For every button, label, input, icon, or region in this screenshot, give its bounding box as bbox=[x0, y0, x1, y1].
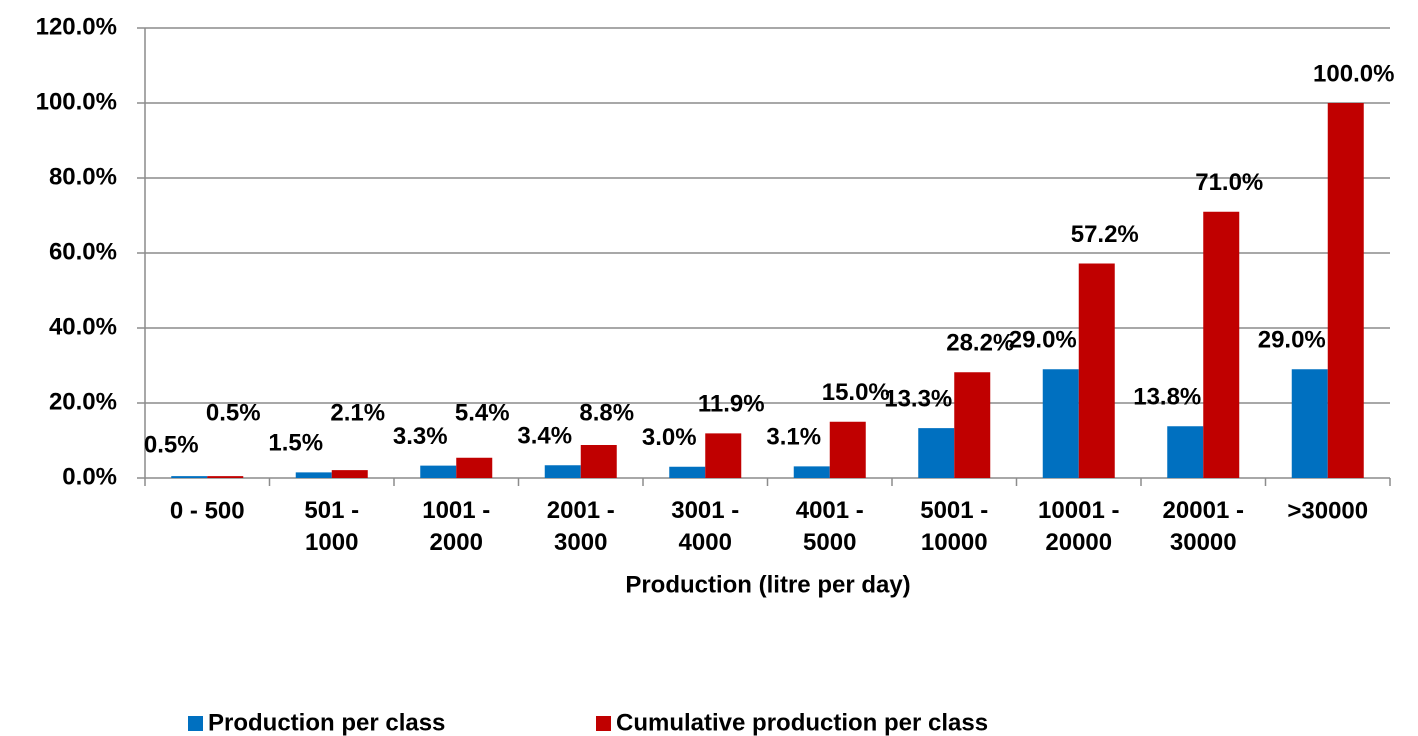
x-tick-line: 3000 bbox=[554, 529, 607, 556]
bar bbox=[793, 466, 830, 478]
x-tick-line: 5000 bbox=[803, 529, 856, 556]
data-label: 1.5% bbox=[268, 430, 323, 457]
y-tick-label: 40.0% bbox=[49, 313, 117, 340]
x-tick-label: 20001 - 30000 bbox=[1163, 497, 1244, 556]
x-tick-line: 2000 bbox=[430, 529, 483, 556]
bar bbox=[1327, 103, 1364, 478]
data-label: 8.8% bbox=[579, 399, 634, 426]
data-label: 3.3% bbox=[393, 423, 448, 450]
y-tick-label: 120.0% bbox=[36, 13, 117, 40]
data-label: 3.1% bbox=[766, 424, 821, 451]
data-label: 5.4% bbox=[455, 399, 510, 426]
y-tick-label: 20.0% bbox=[49, 388, 117, 415]
x-tick-line: 10000 bbox=[921, 529, 988, 556]
y-tick-label: 100.0% bbox=[36, 88, 117, 115]
data-label: 100.0% bbox=[1313, 60, 1394, 87]
y-tick-label: 60.0% bbox=[49, 238, 117, 265]
x-tick-line: 501 - bbox=[304, 497, 359, 524]
data-label: 13.8% bbox=[1133, 384, 1201, 411]
data-label: 71.0% bbox=[1195, 169, 1263, 196]
bar bbox=[420, 465, 457, 478]
x-tick-line: 2001 - bbox=[547, 497, 615, 524]
data-label: 13.3% bbox=[884, 385, 952, 412]
data-label: 57.2% bbox=[1071, 221, 1139, 248]
x-tick-line: 3001 - bbox=[671, 497, 739, 524]
x-tick-label: 10001 - 20000 bbox=[1038, 497, 1119, 556]
x-tick-line: 20001 - bbox=[1163, 497, 1244, 524]
data-label: 2.1% bbox=[330, 399, 385, 426]
data-label: 11.9% bbox=[698, 391, 765, 418]
bar bbox=[544, 465, 581, 478]
data-label: 0.5% bbox=[206, 399, 261, 426]
data-label: 3.0% bbox=[642, 424, 697, 451]
x-tick-label: 1001 - 2000 bbox=[422, 497, 490, 556]
bar bbox=[580, 445, 617, 478]
data-label: 3.4% bbox=[517, 423, 572, 450]
bar bbox=[954, 372, 991, 478]
x-tick-line: 5001 - bbox=[920, 497, 988, 524]
bar bbox=[669, 466, 706, 478]
y-tick-label: 80.0% bbox=[49, 163, 117, 190]
bar bbox=[331, 470, 368, 478]
legend-label: Cumulative production per class bbox=[616, 709, 988, 736]
x-tick-line: 4000 bbox=[679, 529, 732, 556]
x-tick-line: 4001 - bbox=[796, 497, 864, 524]
x-tick-label: 4001 - 5000 bbox=[796, 497, 864, 556]
bar bbox=[1167, 426, 1204, 478]
x-tick-line: 10001 - bbox=[1038, 497, 1119, 524]
bar bbox=[295, 472, 332, 478]
x-tick-label: 501 - 1000 bbox=[304, 497, 359, 556]
data-label: 29.0% bbox=[1258, 327, 1326, 354]
legend-label: Production per class bbox=[208, 709, 445, 736]
legend-swatch bbox=[596, 716, 611, 731]
bar bbox=[918, 428, 955, 478]
y-tick-label: 0.0% bbox=[62, 463, 117, 490]
data-label: 15.0% bbox=[822, 379, 890, 406]
bar bbox=[1291, 369, 1328, 478]
x-tick-label: 3001 - 4000 bbox=[671, 497, 739, 556]
bar bbox=[1203, 211, 1240, 478]
bar bbox=[1078, 263, 1115, 478]
x-tick-line: 1000 bbox=[305, 529, 358, 556]
data-label: 29.0% bbox=[1009, 327, 1077, 354]
x-tick-label: 2001 - 3000 bbox=[547, 497, 615, 556]
x-tick-label: >30000 bbox=[1287, 497, 1368, 524]
data-label: 28.2% bbox=[946, 330, 1014, 357]
x-axis-label: Production (litre per day) bbox=[625, 571, 910, 598]
x-tick-label: 5001 - 10000 bbox=[920, 497, 988, 556]
x-tick-line: 30000 bbox=[1170, 529, 1237, 556]
bar bbox=[705, 433, 742, 478]
bar bbox=[829, 421, 866, 478]
x-tick-line: 1001 - bbox=[422, 497, 490, 524]
bar bbox=[456, 457, 493, 478]
bar bbox=[171, 476, 208, 478]
legend-swatch bbox=[188, 716, 203, 731]
x-tick-line: 20000 bbox=[1045, 529, 1112, 556]
bar bbox=[207, 476, 244, 478]
data-label: 0.5% bbox=[144, 431, 199, 458]
x-tick-label: 0 - 500 bbox=[170, 497, 245, 524]
bar bbox=[1042, 369, 1079, 478]
